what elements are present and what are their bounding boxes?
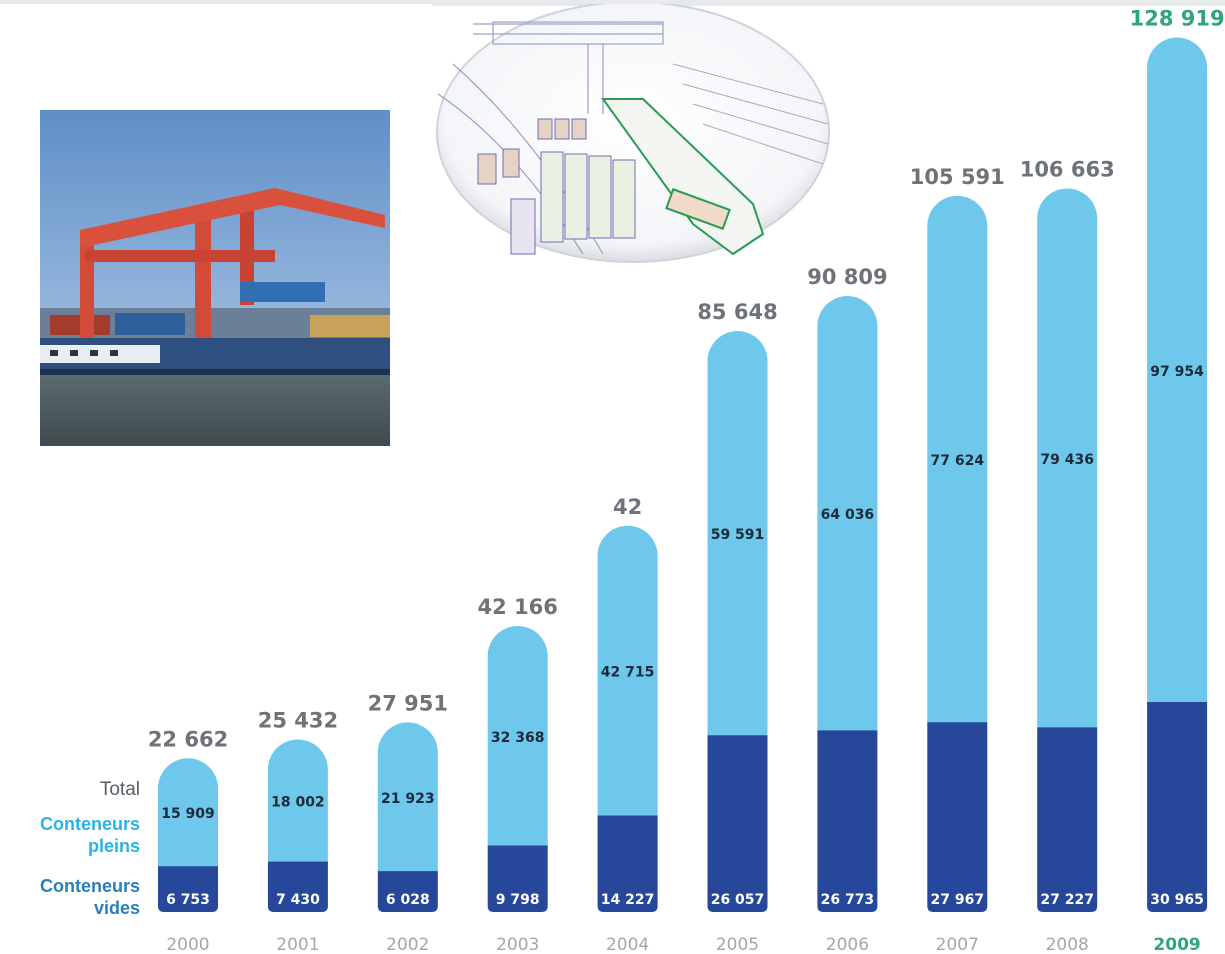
label-total-2002: 27 951: [368, 691, 448, 715]
bar-vides-2003: [487, 845, 548, 912]
bar-vides-2000: [158, 866, 218, 912]
legend-vides-line2: vides: [93, 898, 140, 918]
legend-vides-line1: Conteneurs: [39, 876, 140, 896]
label-pleins-2006: 64 036: [821, 507, 875, 523]
label-total-2009: 128 919: [1130, 7, 1225, 31]
legend-pleins-line1: Conteneurs: [39, 814, 140, 834]
bar-pleins-2004: [597, 525, 658, 818]
legend-pleins-line2: pleins: [87, 836, 140, 856]
legend-pleins: Conteneurs pleins: [40, 813, 140, 857]
label-vides-2009: 30 965: [1150, 892, 1204, 908]
bar-vides-2002: [377, 871, 438, 912]
label-year-2008: 2008: [1046, 935, 1089, 954]
label-vides-2001: 7 430: [276, 892, 320, 908]
label-total-2003: 42 166: [478, 595, 558, 619]
label-pleins-2004: 42 715: [601, 665, 655, 681]
label-year-2009: 2009: [1153, 935, 1200, 954]
bar-vides-2008: [1037, 727, 1098, 912]
bar-pleins-2001: [267, 739, 328, 864]
label-pleins-2008: 79 436: [1040, 452, 1094, 468]
bar-pleins-2005: [707, 331, 768, 738]
label-pleins-2002: 21 923: [381, 791, 435, 807]
bar-vides-2005: [707, 735, 768, 912]
bar-pleins-2009: [1147, 37, 1208, 704]
label-total-2007: 105 591: [910, 165, 1005, 189]
label-vides-2004: 14 227: [601, 892, 655, 908]
label-year-2006: 2006: [826, 935, 869, 954]
bar-pleins-2007: [927, 195, 988, 725]
label-pleins-2007: 77 624: [931, 453, 985, 469]
label-total-2001: 25 432: [258, 708, 338, 732]
label-total-2008: 106 663: [1020, 158, 1115, 182]
label-vides-2000: 6 753: [166, 892, 210, 908]
bar-pleins-2003: [487, 625, 548, 848]
label-total-2000: 22 662: [148, 727, 228, 751]
label-pleins-2001: 18 002: [271, 795, 325, 811]
port-sketch-illustration: [436, 4, 830, 263]
label-year-2005: 2005: [716, 935, 759, 954]
bar-vides-2006: [817, 730, 878, 912]
legend-total-label: Total: [99, 779, 140, 800]
label-total-2005: 85 648: [697, 300, 777, 324]
bar-vides-2004: [597, 815, 658, 912]
bar-pleins-2000: [158, 758, 218, 869]
label-vides-2006: 26 773: [821, 892, 875, 908]
label-pleins-2005: 59 591: [711, 527, 765, 543]
bar-pleins-2006: [817, 296, 878, 733]
label-year-2004: 2004: [606, 935, 649, 954]
label-year-2002: 2002: [386, 935, 429, 954]
label-vides-2005: 26 057: [711, 892, 765, 908]
legend-total: Total: [100, 779, 140, 801]
bar-pleins-2002: [377, 722, 438, 874]
port-crane-photo: [40, 110, 390, 446]
label-total-2004: 42: [613, 495, 642, 519]
label-year-2000: 2000: [166, 935, 209, 954]
label-total-2006: 90 809: [807, 265, 887, 289]
label-vides-2007: 27 967: [931, 892, 985, 908]
bar-vides-2007: [927, 722, 988, 912]
label-year-2001: 2001: [276, 935, 319, 954]
label-pleins-2003: 32 368: [491, 730, 545, 746]
label-vides-2003: 9 798: [496, 892, 540, 908]
label-year-2003: 2003: [496, 935, 539, 954]
bar-pleins-2008: [1037, 188, 1098, 730]
label-pleins-2000: 15 909: [161, 806, 215, 822]
label-vides-2002: 6 028: [386, 892, 430, 908]
label-year-2007: 2007: [936, 935, 979, 954]
legend-vides: Conteneurs vides: [40, 875, 140, 919]
bar-vides-2009: [1147, 701, 1208, 912]
label-vides-2008: 27 227: [1040, 892, 1094, 908]
bar-vides-2001: [267, 861, 328, 912]
label-pleins-2009: 97 954: [1150, 364, 1204, 380]
